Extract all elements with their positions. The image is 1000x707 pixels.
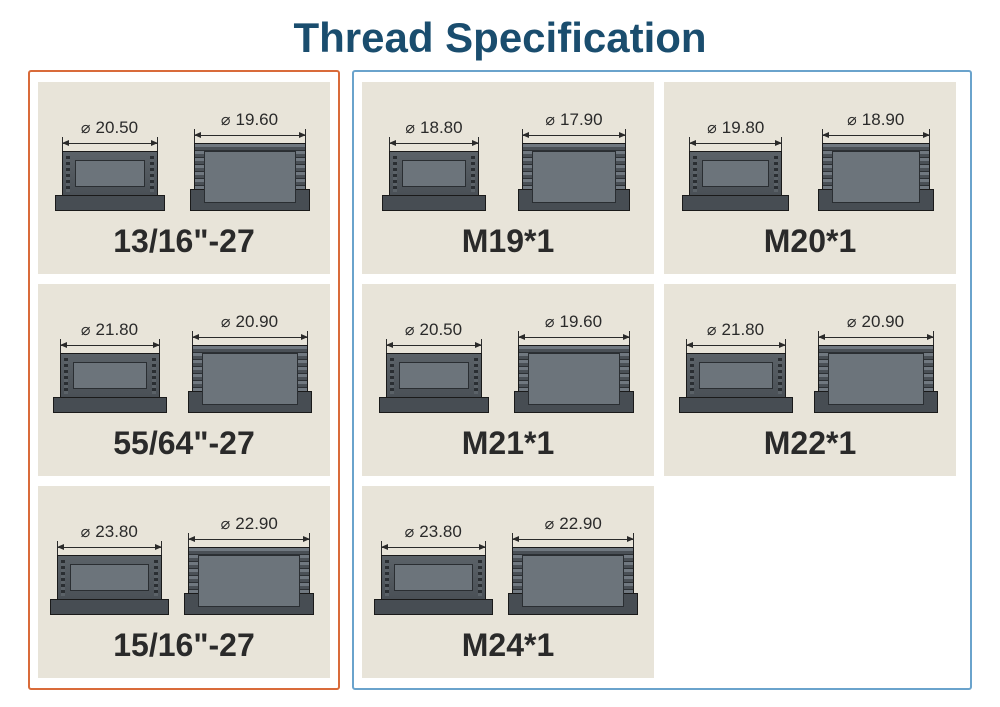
page-title: Thread Specification [0,0,1000,70]
extension-lines [689,143,782,151]
thread-spec-label: 15/16"-27 [38,621,330,678]
imperial-card: 21.80 20.90 55/64"-27 [38,284,330,476]
male-unit: 19.60 [186,110,314,211]
extension-lines [381,547,486,555]
female-diameter-label: 21.80 [707,320,764,340]
female-diameter-label: 20.50 [81,118,138,138]
male-diameter-label: 17.90 [545,110,602,130]
male-diameter-label: 22.90 [545,514,602,534]
extension-lines [522,135,626,143]
extension-lines [386,345,482,353]
card-drawings: 23.80 22.90 [38,486,330,621]
card-drawings: 21.80 20.90 [38,284,330,419]
extension-lines [62,143,158,151]
metric-card: 18.80 17.90 M19*1 [362,82,654,274]
extension-lines [518,337,630,345]
male-unit: 22.90 [180,514,318,615]
male-unit: 20.90 [810,312,942,413]
female-diameter-label: 21.80 [81,320,138,340]
female-aerator-icon [386,353,482,413]
thread-spec-label: M20*1 [664,217,956,274]
female-aerator-icon [389,151,479,211]
metric-group: 18.80 17.90 M19*1 19.80 18.90 M20*1 20.50 19.60… [352,70,972,690]
male-unit: 20.90 [184,312,316,413]
male-diameter-label: 20.90 [221,312,278,332]
male-aerator-icon [508,547,638,615]
extension-lines [57,547,162,555]
female-aerator-icon [60,353,160,413]
metric-card: 19.80 18.90 M20*1 [664,82,956,274]
female-unit: 23.80 [50,522,169,615]
female-aerator-icon [686,353,786,413]
extension-lines [818,337,934,345]
thread-spec-label: 13/16"-27 [38,217,330,274]
female-diameter-label: 19.80 [707,118,764,138]
card-drawings: 18.80 17.90 [362,82,654,217]
metric-card: 20.50 19.60 M21*1 [362,284,654,476]
thread-spec-label: M22*1 [664,419,956,476]
card-drawings: 19.80 18.90 [664,82,956,217]
spec-container: 20.50 19.60 13/16"-27 21.80 20.90 55/64"-27 23… [0,70,1000,690]
male-diameter-label: 19.60 [545,312,602,332]
female-diameter-label: 20.50 [405,320,462,340]
male-unit: 18.90 [814,110,938,211]
thread-spec-label: M21*1 [362,419,654,476]
extension-lines [60,345,160,353]
male-unit: 22.90 [504,514,642,615]
extension-lines [194,135,306,143]
female-unit: 19.80 [682,118,789,211]
male-unit: 17.90 [514,110,634,211]
female-aerator-icon [689,151,782,211]
male-aerator-icon [814,345,938,413]
thread-spec-label: M24*1 [362,621,654,678]
female-unit: 21.80 [53,320,167,413]
metric-card: 23.80 22.90 M24*1 [362,486,654,678]
card-drawings: 21.80 20.90 [664,284,956,419]
male-diameter-label: 22.90 [221,514,278,534]
card-drawings: 20.50 19.60 [362,284,654,419]
female-unit: 20.50 [55,118,165,211]
female-diameter-label: 23.80 [405,522,462,542]
male-aerator-icon [184,547,314,615]
female-unit: 23.80 [374,522,493,615]
female-unit: 21.80 [679,320,793,413]
card-drawings: 23.80 22.90 [362,486,654,621]
female-unit: 20.50 [379,320,489,413]
male-diameter-label: 20.90 [847,312,904,332]
male-diameter-label: 18.90 [847,110,904,130]
female-diameter-label: 18.80 [405,118,462,138]
extension-lines [822,135,930,143]
imperial-card: 20.50 19.60 13/16"-27 [38,82,330,274]
metric-card: 21.80 20.90 M22*1 [664,284,956,476]
female-aerator-icon [381,555,486,615]
male-aerator-icon [188,345,312,413]
female-diameter-label: 23.80 [81,522,138,542]
female-aerator-icon [57,555,162,615]
thread-spec-label: M19*1 [362,217,654,274]
female-unit: 18.80 [382,118,486,211]
extension-lines [686,345,786,353]
female-aerator-icon [62,151,158,211]
male-aerator-icon [190,143,310,211]
extension-lines [188,539,310,547]
imperial-group: 20.50 19.60 13/16"-27 21.80 20.90 55/64"-27 23… [28,70,340,690]
imperial-card: 23.80 22.90 15/16"-27 [38,486,330,678]
male-aerator-icon [818,143,934,211]
extension-lines [512,539,634,547]
male-diameter-label: 19.60 [221,110,278,130]
male-aerator-icon [518,143,630,211]
male-aerator-icon [514,345,634,413]
extension-lines [192,337,308,345]
extension-lines [389,143,479,151]
thread-spec-label: 55/64"-27 [38,419,330,476]
card-drawings: 20.50 19.60 [38,82,330,217]
male-unit: 19.60 [510,312,638,413]
